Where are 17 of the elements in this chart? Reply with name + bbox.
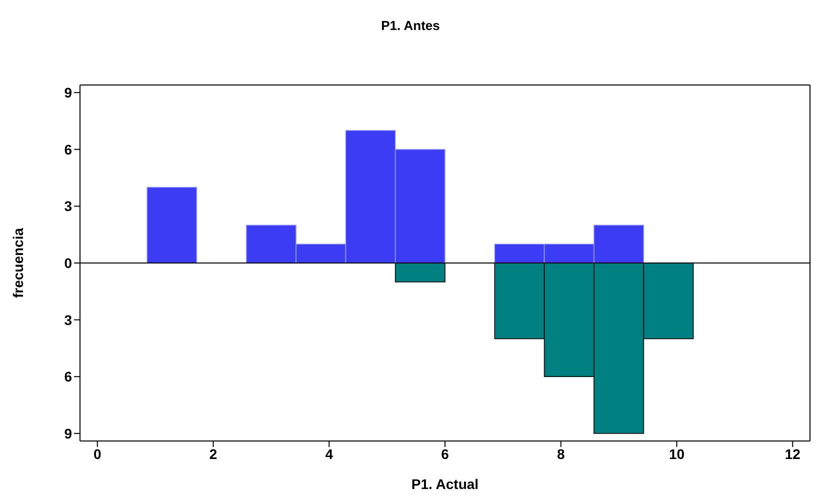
y-tick-label: 9 <box>64 84 72 101</box>
y-tick-label: 0 <box>64 254 72 271</box>
chart-title: P1. Antes <box>380 18 441 33</box>
x-tick-label: 0 <box>93 446 102 462</box>
x-axis-title: P1. Actual <box>411 476 479 492</box>
x-tick-label: 12 <box>784 446 801 462</box>
x-tick-label: 10 <box>668 446 685 462</box>
y-tick-label: 6 <box>64 141 72 158</box>
x-tick-label: 2 <box>209 446 218 462</box>
y-tick-label: 9 <box>64 425 72 442</box>
x-tick-label: 8 <box>556 446 565 462</box>
x-tick-label: 6 <box>441 446 450 462</box>
y-tick-label: 3 <box>64 198 72 214</box>
y-tick-label: 3 <box>64 312 72 328</box>
y-tick-label: 6 <box>64 368 72 385</box>
x-tick-label: 4 <box>325 446 334 462</box>
y-axis-title: frecuencia <box>10 228 26 298</box>
